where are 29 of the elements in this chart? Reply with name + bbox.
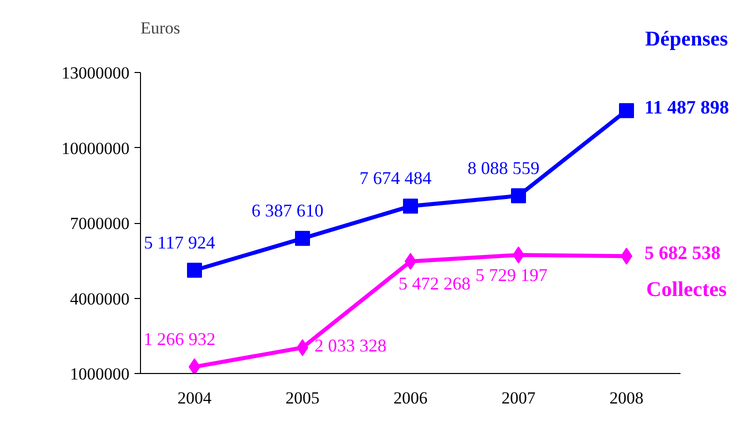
y-tick-label: 7000000 xyxy=(70,214,130,234)
x-tick-label: 2008 xyxy=(610,388,644,408)
data-label: 5 682 538 xyxy=(644,243,720,264)
data-label: 11 487 898 xyxy=(644,98,729,119)
y-axis-title: Euros xyxy=(140,18,180,38)
y-tick-label: 4000000 xyxy=(70,289,130,308)
point xyxy=(511,188,526,204)
data-label: 8 088 559 xyxy=(468,158,540,178)
x-tick-label: 2005 xyxy=(286,388,320,408)
data-label: 6 387 610 xyxy=(252,200,324,220)
y-tick-label: 1000000 xyxy=(70,364,130,384)
text: Dépenses xyxy=(645,26,728,51)
point xyxy=(295,230,310,246)
data-label: 7 674 484 xyxy=(360,168,432,188)
data-label: 5 117 924 xyxy=(144,232,216,252)
y-tick-label: 10000000 xyxy=(62,138,130,158)
point xyxy=(619,103,634,118)
data-label: 1 266 932 xyxy=(144,328,216,349)
point xyxy=(403,198,418,214)
data-label: 2 033 328 xyxy=(314,336,386,356)
data-label: 5 729 197 xyxy=(476,264,548,285)
x-tick-label: 2004 xyxy=(178,388,212,408)
x-tick-label: 2006 xyxy=(394,388,428,408)
point xyxy=(187,262,202,278)
x-tick-label: 2007 xyxy=(502,388,536,408)
y-tick-label: 13000000 xyxy=(62,64,130,83)
data-label: 5 472 268 xyxy=(398,273,470,294)
series-label: Collectes xyxy=(646,277,727,302)
point xyxy=(188,358,200,374)
